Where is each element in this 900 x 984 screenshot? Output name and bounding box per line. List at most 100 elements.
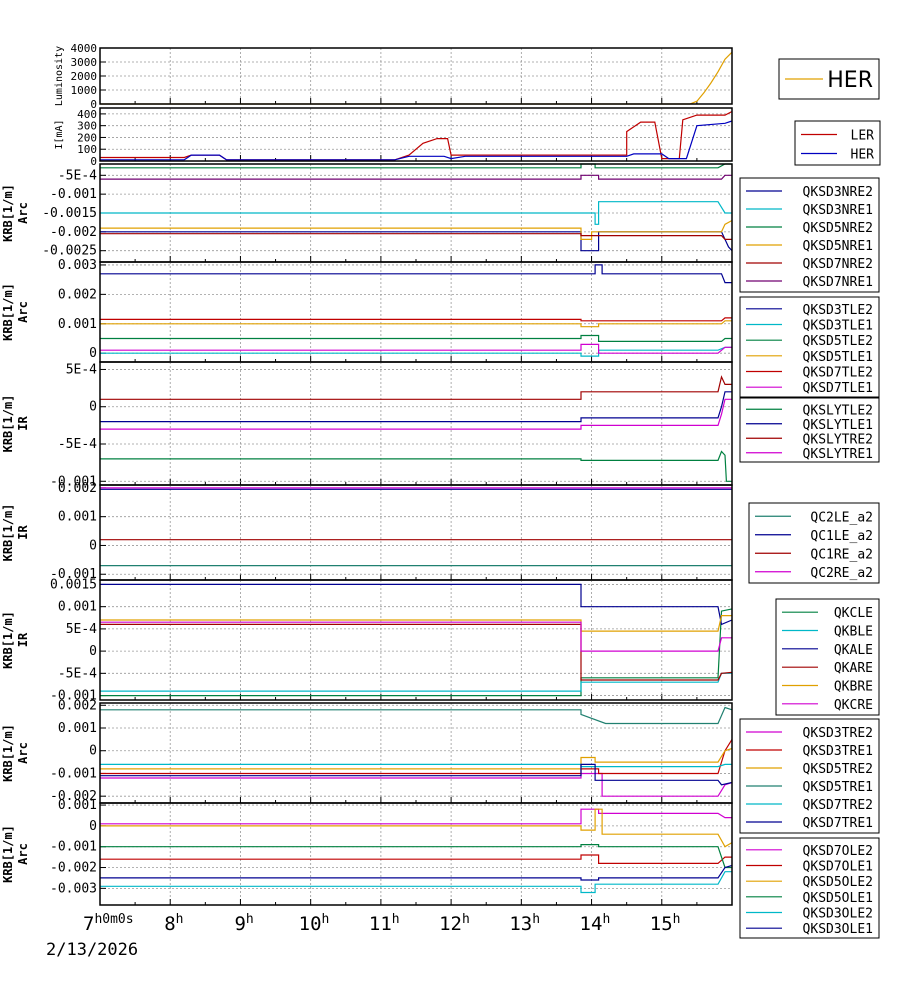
y-axis-label: KRB[1/m] <box>1 825 15 883</box>
y-tick-label: 300 <box>77 120 97 133</box>
legend-arc1: QKSD3NRE2 QKSD3NRE1 QKSD5NRE2 QKSD5NRE1 QKSD… <box>739 177 880 293</box>
series-line-qksd3tre2 <box>100 772 733 797</box>
legend-entry: QKSD7TLE1 <box>803 381 873 396</box>
legend-arc2: QKSD3TLE2QKSD3TLE1QKSD5TLE2QKSD5TLE1QKSD… <box>739 296 880 398</box>
x-axis-date: 2/13/2026 <box>46 940 138 960</box>
x-axis: 7h0m0s 8h 9h 10h 11h 12h 13h 14h 15h 2/13/2026 <box>46 912 680 960</box>
series-line-qkslytle2 <box>100 450 732 482</box>
series-line-qksd3nre2 <box>100 231 733 252</box>
y-tick-label: 400 <box>77 108 97 121</box>
series-line-qksd3tle2 <box>100 264 732 284</box>
legend-entry: QKSD5TLE2 <box>803 334 873 349</box>
legend-entry: QKSD7NRE2 <box>803 257 873 272</box>
legend-entry: QKCRE <box>834 698 873 713</box>
y-tick-label: 0 <box>90 98 97 111</box>
series-line-qksd5ole1 <box>100 843 732 869</box>
legend-entry: HER <box>851 148 875 163</box>
legend-entry: QKSD5OLE1 <box>803 891 873 906</box>
y-tick-label: 1000 <box>71 84 98 97</box>
y-tick-label: -0.002 <box>50 789 97 804</box>
legend-entry: QKSD7TRE1 <box>803 816 873 831</box>
y-axis-label: KRB[1/m] <box>1 724 15 782</box>
series-line-qkslytre1 <box>100 398 732 430</box>
legend-entry: QC2LE_a2 <box>810 510 873 525</box>
y-tick-label: -0.001 <box>50 187 97 202</box>
y-tick-label: -0.002 <box>50 225 97 240</box>
y-tick-label: 0 <box>89 819 97 834</box>
series-line-qksd5ole2 <box>100 808 733 848</box>
y-tick-label: 2000 <box>71 70 98 83</box>
panel-arc2: 0.003 0.002 0.001 0 KRB[1/m] Arc <box>1 258 733 363</box>
series-line-ler <box>100 110 733 161</box>
y-tick-label: 100 <box>77 143 97 156</box>
y-tick-label: 4000 <box>71 42 98 55</box>
legend-entry: HER <box>827 68 873 93</box>
series-line-qksd5nre1 <box>100 219 733 240</box>
y-axis-label-2: IR <box>16 525 30 540</box>
y-axis-label: KRB[1/m] <box>1 283 15 341</box>
y-axis-label-2: IR <box>16 632 30 647</box>
x-tick-label: 9h <box>234 912 253 935</box>
y-tick-label: -0.001 <box>50 567 97 582</box>
x-tick-label: 7h0m0s <box>83 912 134 935</box>
y-tick-label: -0.001 <box>50 689 97 704</box>
legend-entry: QKSD3OLE1 <box>803 922 873 937</box>
y-axis-label-2: Arc <box>16 301 30 323</box>
legend-entry: QKSD3NRE1 <box>803 203 873 218</box>
y-tick-label: -0.002 <box>50 861 97 876</box>
y-tick-label: -0.003 <box>50 881 97 896</box>
y-tick-label: -5E-4 <box>58 437 97 452</box>
series-line-qksd3tle1 <box>100 346 732 357</box>
y-tick-label: 3000 <box>71 56 98 69</box>
panel-frame <box>99 361 733 486</box>
y-tick-label: 0.001 <box>58 721 97 736</box>
legend-entry: QKSD7TLE2 <box>803 366 873 381</box>
y-tick-label: 0.0015 <box>50 577 97 592</box>
panel-frame <box>99 702 733 804</box>
series-line-qkcre <box>100 621 732 652</box>
series-line-her <box>100 120 733 161</box>
legend-box <box>739 837 880 939</box>
legend-entry: QKBRE <box>834 680 873 695</box>
x-tick-label: 8h <box>164 912 183 935</box>
x-tick-label: 11h <box>369 912 400 935</box>
y-axis-label: KRB[1/m] <box>1 395 15 453</box>
panel-arc4: 0.001 0 -0.001 -0.002 -0.003 KRB[1/m] Arc <box>1 798 733 906</box>
y-tick-label: 0 <box>89 346 97 361</box>
series-line-qksd5tle1 <box>100 320 732 328</box>
legend-entry: QKSD3NRE2 <box>803 185 873 200</box>
series-line-qksd7tle2 <box>100 317 732 322</box>
series-line-qkale <box>100 583 733 626</box>
legend-entry: QKSLYTLE1 <box>803 418 873 433</box>
legend-cur: LER HER <box>794 120 881 166</box>
series-line-qkare <box>100 623 733 681</box>
legend-entry: QKBLE <box>834 625 873 640</box>
legend-box <box>794 120 881 166</box>
legend-box <box>739 718 880 834</box>
legend-entry: QC1LE_a2 <box>810 529 873 544</box>
y-tick-label: -0.001 <box>50 474 97 489</box>
y-axis-label: I[mA] <box>54 119 65 149</box>
series-line-qksd5tre2 <box>100 747 733 770</box>
series-line-qksd7ole2 <box>100 808 732 825</box>
panel-arc3: 0.002 0.001 0 -0.001 -0.002 KRB[1/m] Arc <box>1 698 733 804</box>
panel-frame <box>99 802 733 906</box>
legend-entry: QKSLYTRE2 <box>803 432 873 447</box>
y-tick-label: 0.002 <box>58 287 97 302</box>
series-line-qksd7nre2 <box>100 233 732 240</box>
legend-entry: QC2RE_a2 <box>810 566 873 581</box>
legend-entry: LER <box>851 129 875 144</box>
y-axis-label: KRB[1/m] <box>1 184 15 242</box>
legend-entry: QKSD5NRE2 <box>803 221 873 236</box>
y-tick-label: 0.002 <box>58 698 97 713</box>
y-tick-label: 0 <box>89 538 97 553</box>
panel-frame <box>99 261 733 363</box>
series-line-qkble <box>100 672 732 692</box>
legend-entry: QKSD7OLE2 <box>803 844 873 859</box>
y-tick-label: 5E-4 <box>66 622 97 637</box>
series-line-qksd3ole2 <box>100 871 732 894</box>
